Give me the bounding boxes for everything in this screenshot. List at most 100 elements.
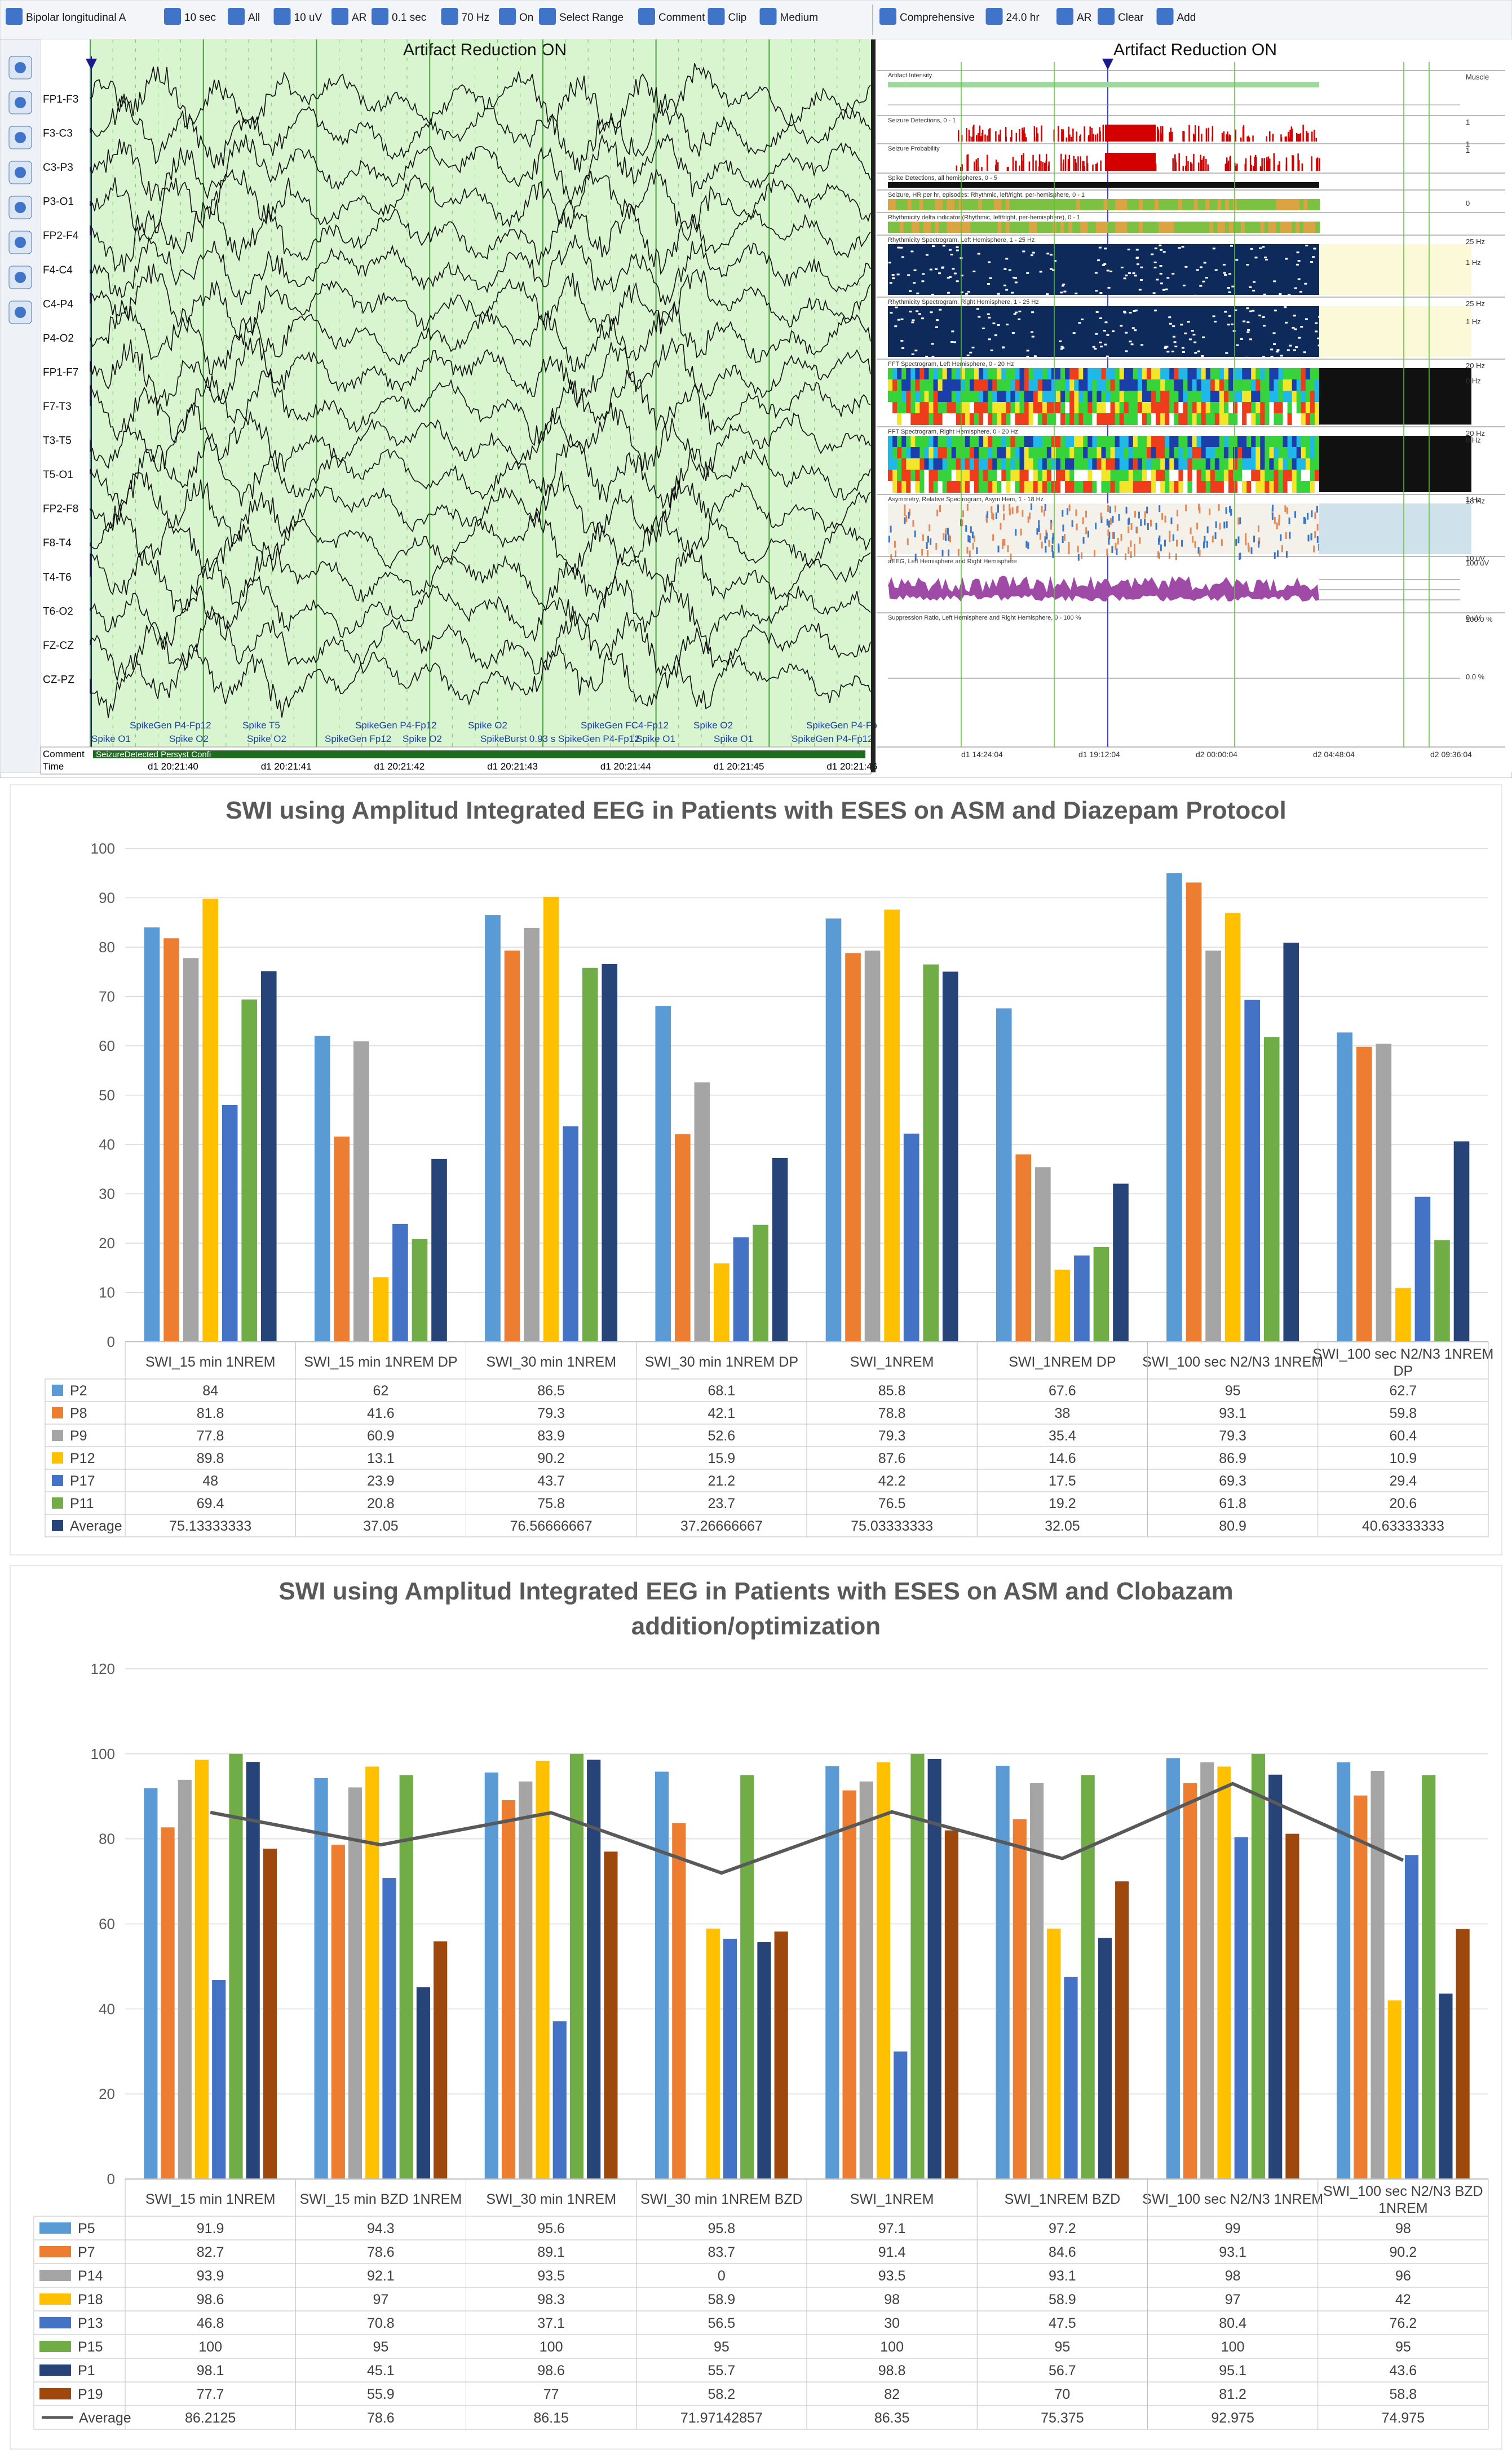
- spectrogram-speckle: [1131, 327, 1135, 329]
- bar-P17-2: [563, 1126, 578, 1342]
- spectrogram-speckle: [1223, 272, 1226, 274]
- toolbar-right-item-3[interactable]: Clear: [1098, 8, 1144, 25]
- fft-cell: [1301, 391, 1306, 403]
- time-cursor-handle-icon[interactable]: [86, 59, 97, 70]
- toolbar-item-8[interactable]: Select Range: [539, 8, 624, 25]
- bar-P2-0: [144, 927, 160, 1342]
- toolbar-right-item-0[interactable]: Comprehensive: [879, 8, 975, 25]
- spike-annotation[interactable]: SpikeGen P4-Fp12: [355, 720, 437, 731]
- fft-cell: [1305, 402, 1311, 414]
- spike-annotation[interactable]: Spike O2: [693, 720, 733, 731]
- bar-P15-7: [1422, 1775, 1436, 2179]
- table-cell: 13.1: [367, 1451, 395, 1466]
- fft-cell: [1251, 402, 1257, 414]
- spectrogram-speckle: [1104, 247, 1107, 250]
- spectrogram-speckle: [1003, 268, 1007, 270]
- settings-icon[interactable]: [8, 161, 32, 184]
- toolbar-right-item-4[interactable]: Add: [1156, 8, 1196, 25]
- asymmetry-stroke: [1169, 535, 1171, 542]
- fit-icon[interactable]: [8, 266, 32, 289]
- tools-icon[interactable]: [8, 231, 32, 254]
- spike-annotation[interactable]: SpikeBurst 0.93 s: [480, 733, 555, 744]
- fft-cell: [1151, 470, 1157, 481]
- toolbar-item-9[interactable]: Comment: [638, 8, 705, 25]
- pane-divider[interactable]: [871, 39, 876, 772]
- fft-cell: [888, 447, 894, 459]
- table-cell: 100: [880, 2339, 904, 2355]
- spike-annotation[interactable]: Spike O2: [403, 733, 442, 744]
- spectrogram-speckle: [1013, 276, 1016, 279]
- fft-cell: [1160, 402, 1166, 414]
- spike-annotation[interactable]: Spike O1: [636, 733, 675, 744]
- rhythmicity-cell: [1276, 222, 1281, 233]
- spike-annotation[interactable]: SpikeGen P4-Fp12: [792, 733, 873, 744]
- spike-annotation[interactable]: SpikeGen P4-Fp12: [130, 720, 211, 731]
- fft-cell: [1110, 391, 1116, 403]
- fft-cell: [1301, 379, 1306, 391]
- toolbar-item-10[interactable]: Clip: [708, 8, 747, 25]
- toolbar-item-2[interactable]: All: [228, 8, 260, 25]
- spike-annotation[interactable]: Spike O2: [169, 733, 209, 744]
- time-label: d1 20:21:41: [261, 761, 312, 772]
- play-icon[interactable]: [8, 126, 32, 149]
- table-cell: 23.7: [708, 1496, 736, 1511]
- bar-P2-7: [1337, 1032, 1353, 1342]
- asymmetry-stroke: [969, 550, 971, 558]
- toolbar-item-0[interactable]: Bipolar longitudinal A: [6, 8, 126, 25]
- seizure-mark: [1252, 135, 1254, 142]
- asymmetry-stroke: [1197, 547, 1200, 554]
- fft-cell: [1283, 458, 1288, 470]
- toolbar-right-item-1[interactable]: 24.0 hr: [985, 8, 1040, 25]
- spectrogram-speckle: [1102, 264, 1105, 266]
- fft-cell: [1246, 413, 1252, 425]
- fft-cell: [1110, 368, 1116, 380]
- fft-cell: [892, 436, 898, 448]
- display-icon[interactable]: [8, 196, 32, 219]
- spike-annotation[interactable]: Spike O2: [468, 720, 507, 731]
- fft-cell: [1169, 368, 1175, 380]
- toolbar-item-label: Clip: [728, 12, 747, 24]
- spectrogram-speckle: [921, 317, 925, 320]
- spectrogram-speckle: [1199, 266, 1202, 268]
- bar-P12-6: [1224, 913, 1241, 1342]
- toolbar-item-1[interactable]: 10 sec: [164, 8, 216, 25]
- fft-cell: [1242, 447, 1248, 459]
- trend-time-label: d1 19:12:04: [1078, 750, 1120, 759]
- asymmetry-stroke: [1068, 504, 1071, 511]
- help-icon[interactable]: [8, 300, 32, 324]
- fft-cell: [1233, 379, 1239, 391]
- asymmetry-stroke: [1118, 514, 1120, 521]
- toolbar-item-4[interactable]: AR: [331, 8, 366, 25]
- spike-annotation[interactable]: SpikeGen P4-Fp12: [806, 720, 888, 731]
- fft-cell: [992, 481, 998, 493]
- toolbar-item-6[interactable]: 70 Hz: [441, 8, 490, 25]
- spike-annotation[interactable]: Spike T5: [242, 720, 280, 731]
- monitor-icon[interactable]: [8, 56, 32, 79]
- fft-cell: [1147, 413, 1152, 425]
- artifact-intensity-band: [888, 82, 1319, 87]
- spike-annotation[interactable]: SpikeGen P4-Fp12: [558, 733, 640, 744]
- seizure-mark: [989, 128, 991, 142]
- fft-cell: [1015, 436, 1020, 448]
- toolbar-item-11[interactable]: Medium: [759, 8, 819, 25]
- fft-cell: [1124, 470, 1129, 481]
- toolbar-item-5[interactable]: 0.1 sec: [372, 8, 426, 25]
- spike-annotation[interactable]: SpikeGen Fp12: [325, 733, 391, 744]
- review-icon[interactable]: [8, 91, 32, 114]
- asymmetry-stroke: [1278, 514, 1280, 521]
- fft-cell: [1128, 458, 1134, 470]
- toolbar-item-3[interactable]: 10 uV: [273, 8, 322, 25]
- toolbar-item-7[interactable]: On: [499, 8, 533, 25]
- spike-annotation[interactable]: Spike O2: [247, 733, 286, 744]
- table-cell: 68.1: [708, 1383, 736, 1399]
- seizure-detection-bar[interactable]: [93, 750, 865, 758]
- toolbar-right-item-2[interactable]: AR: [1056, 8, 1091, 25]
- seizure-mark: [1032, 154, 1034, 171]
- fft-cell: [1115, 481, 1120, 493]
- eeg-trace: [90, 434, 871, 510]
- spike-annotation[interactable]: Spike O1: [714, 733, 753, 744]
- fft-cell: [929, 368, 934, 380]
- trend-cursor-handle-icon[interactable]: [1102, 59, 1113, 70]
- spike-annotation[interactable]: SpikeGen FC4-Fp12: [581, 720, 669, 731]
- spike-annotation[interactable]: Spike O1: [91, 733, 131, 744]
